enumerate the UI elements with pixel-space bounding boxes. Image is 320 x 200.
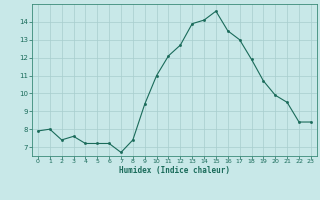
X-axis label: Humidex (Indice chaleur): Humidex (Indice chaleur): [119, 166, 230, 175]
